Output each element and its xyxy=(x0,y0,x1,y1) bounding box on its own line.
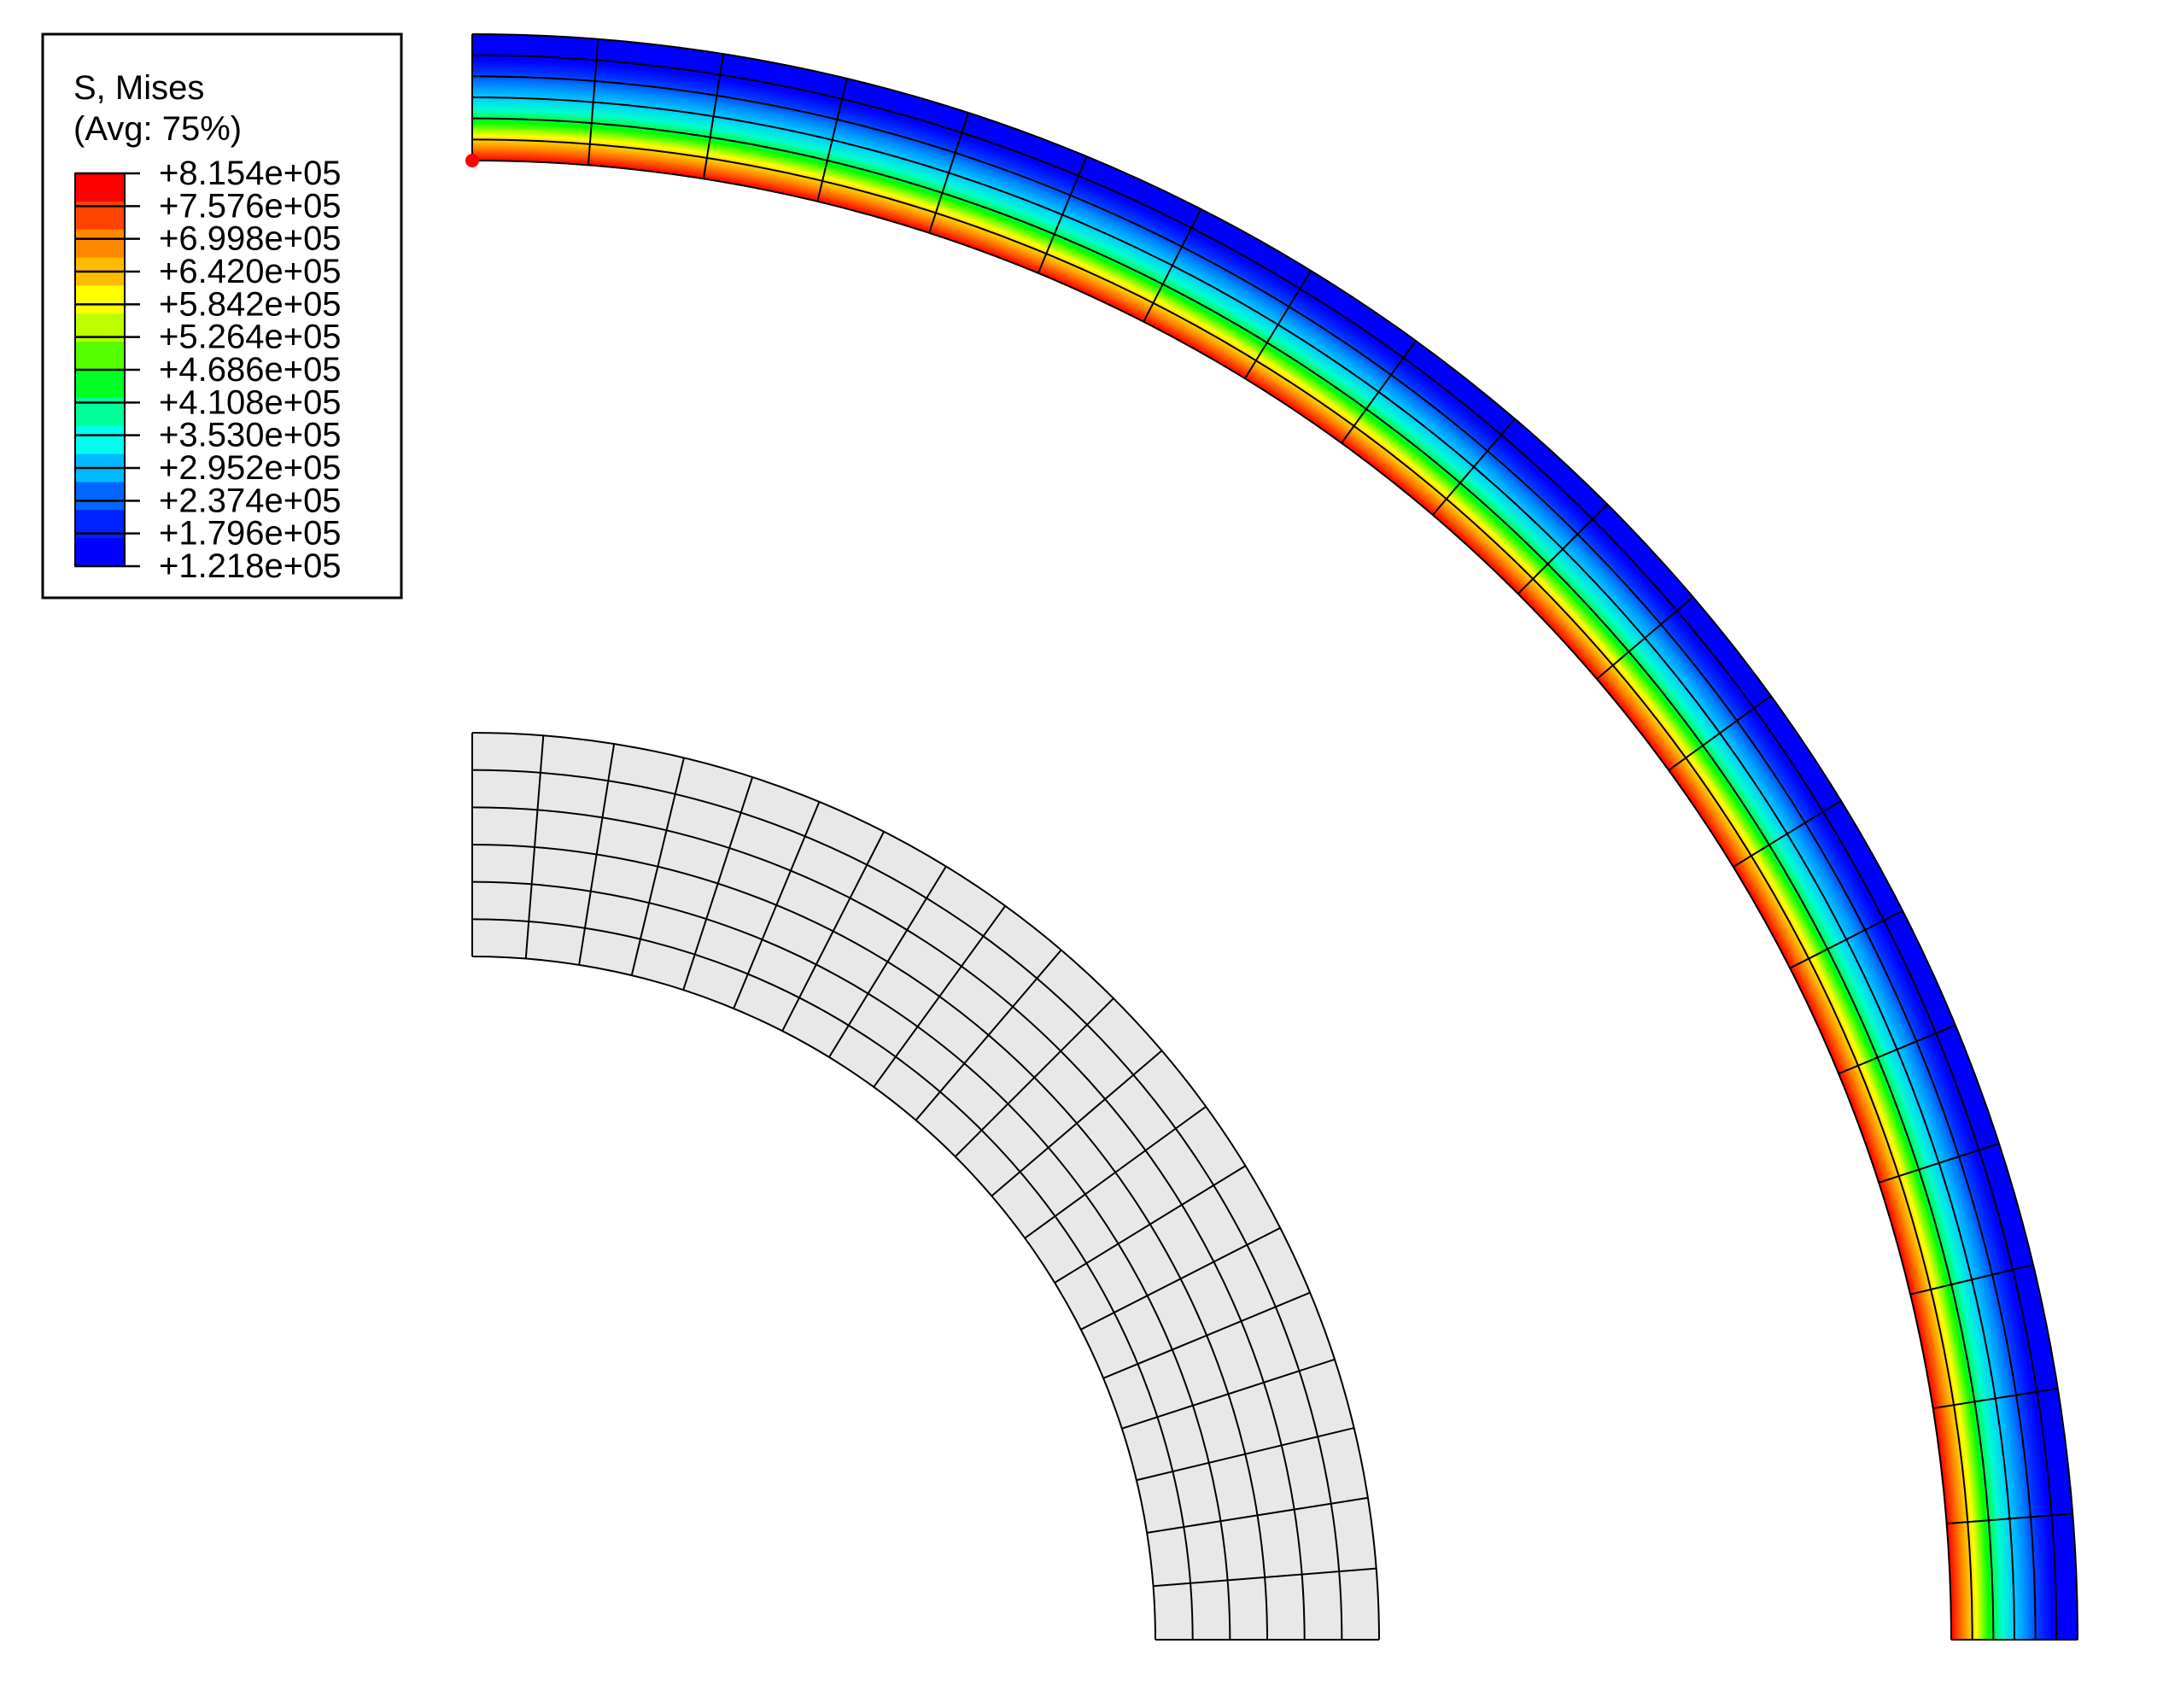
mesh-radial-line xyxy=(873,905,1007,1088)
mesh-radial-line xyxy=(1244,270,1312,379)
mesh-radial-line xyxy=(702,53,725,179)
mesh-radial-line xyxy=(1432,418,1516,516)
undeformed-mesh-lines xyxy=(471,732,1380,1641)
legend-subtitle: (Avg: 75%) xyxy=(73,110,242,148)
legend-title: S, Mises xyxy=(73,69,204,107)
mesh-radial-line xyxy=(1153,1567,1377,1588)
mesh-radial-line xyxy=(828,865,947,1058)
mesh-radial-line xyxy=(1517,503,1609,594)
mesh-radial-line xyxy=(1102,1291,1311,1379)
mesh-radial-line xyxy=(1596,596,1694,680)
mesh-radial-line xyxy=(1037,155,1088,274)
legend-color-band xyxy=(75,370,125,399)
legend-value-label: +6.420e+05 xyxy=(159,253,342,290)
mesh-radial-line xyxy=(1341,340,1417,444)
legend-color-band xyxy=(75,425,125,455)
mesh-radial-line xyxy=(915,949,1062,1121)
legend: S, Mises (Avg: 75%) +8.154e+05+7.576e+05… xyxy=(41,32,403,600)
mesh-radial-line xyxy=(1789,910,1903,969)
mesh-radial-line xyxy=(954,997,1114,1158)
legend-color-band xyxy=(75,285,125,314)
mesh-radial-line xyxy=(1024,1105,1207,1239)
mesh-radial-line xyxy=(1838,1024,1956,1075)
mesh-radial-line xyxy=(1054,1165,1247,1284)
legend-value-label: +1.218e+05 xyxy=(159,547,342,585)
deformed-mesh-lines xyxy=(471,33,2078,1641)
legend-value-label: +4.108e+05 xyxy=(159,383,342,421)
mesh-radial-line xyxy=(578,743,616,966)
mesh-arc-line xyxy=(471,160,1952,1641)
mesh-radial-line xyxy=(816,78,848,202)
max-value-marker xyxy=(465,154,479,167)
undeformed-fill xyxy=(472,733,1379,1640)
undeformed-mesh[interactable] xyxy=(471,732,1380,1641)
legend-value-label: +5.264e+05 xyxy=(159,319,342,356)
mesh-radial-line xyxy=(630,757,685,976)
legend-labels: +8.154e+05+7.576e+05+6.998e+05+6.420e+05… xyxy=(159,155,342,585)
deformed-mesh[interactable] xyxy=(471,33,2078,1641)
legend-ticks xyxy=(75,172,140,568)
mesh-radial-line xyxy=(1121,1358,1336,1430)
mesh-radial-line xyxy=(682,776,754,991)
mesh-radial-line xyxy=(1878,1143,2000,1184)
mesh-radial-line xyxy=(1932,1387,2059,1410)
mesh-radial-line xyxy=(1946,1512,2073,1525)
legend-color-band xyxy=(75,342,125,371)
mesh-radial-line xyxy=(1136,1427,1354,1482)
legend-value-label: +1.796e+05 xyxy=(159,515,342,553)
mesh-radial-line xyxy=(733,801,821,1009)
legend-color-band xyxy=(75,538,125,567)
legend-value-label: +2.374e+05 xyxy=(159,482,342,519)
mesh-radial-line xyxy=(1733,799,1842,868)
mesh-radial-line xyxy=(1143,208,1202,323)
mesh-radial-line xyxy=(1909,1264,2034,1296)
mesh-radial-line xyxy=(1080,1226,1281,1331)
mesh-radial-line xyxy=(587,38,599,166)
deformed-contour-fill xyxy=(472,34,2078,1640)
legend-value-label: +7.576e+05 xyxy=(159,187,342,225)
legend-value-label: +3.530e+05 xyxy=(159,417,342,454)
mesh-radial-line xyxy=(991,1050,1163,1197)
legend-color-band xyxy=(75,482,125,511)
mesh-radial-line xyxy=(1146,1496,1369,1534)
legend-color-band xyxy=(75,173,125,202)
legend-value-label: +6.998e+05 xyxy=(159,220,342,258)
mesh-radial-line xyxy=(781,831,886,1032)
legend-value-label: +2.952e+05 xyxy=(159,449,342,487)
mesh-radial-line xyxy=(1668,695,1772,771)
mesh-radial-line xyxy=(928,112,969,234)
legend-value-label: +8.154e+05 xyxy=(159,155,342,192)
legend-color-band xyxy=(75,229,125,259)
mesh-radial-line xyxy=(524,735,545,959)
legend-value-label: +5.842e+05 xyxy=(159,285,342,323)
legend-value-label: +4.686e+05 xyxy=(159,351,342,389)
